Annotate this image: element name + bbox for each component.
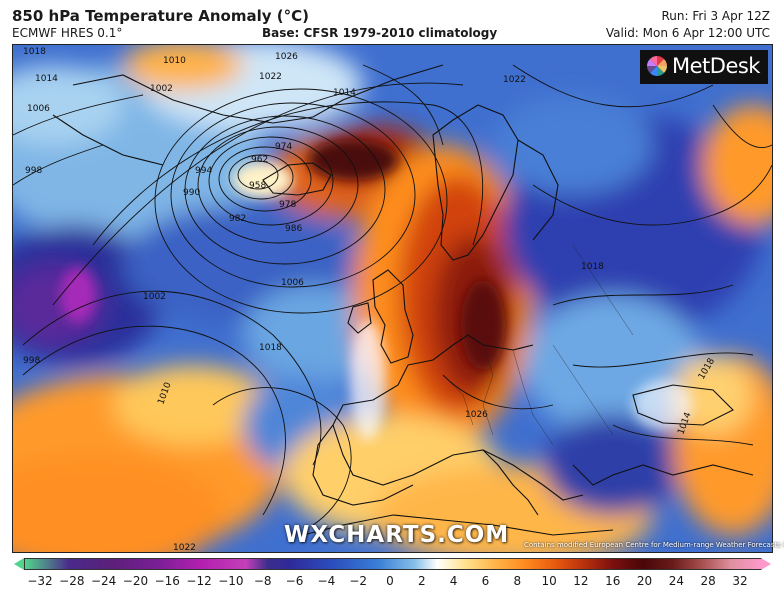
run-time-label: Run: Fri 3 Apr 12Z (661, 9, 771, 23)
legend-tick-label: −12 (186, 574, 212, 588)
isobar-label: 998 (23, 356, 40, 366)
ecmwf-credit: Contains modified European Centre for Me… (524, 541, 784, 549)
legend-tick-label: 24 (668, 574, 684, 588)
legend-tick-label: 6 (481, 574, 490, 588)
legend-tick-label: 32 (732, 574, 748, 588)
chart-title: 850 hPa Temperature Anomaly (°C) (12, 7, 309, 25)
legend-tick-label: −10 (218, 574, 244, 588)
isobars (13, 64, 772, 526)
isobar-label: 958 (249, 181, 266, 191)
wxcharts-watermark: WXCHARTS.COM (284, 522, 510, 548)
anomaly-map: 1018 1014 1026 1010 1022 1002 1006 998 9… (13, 45, 772, 552)
legend-tick-label: −16 (154, 574, 180, 588)
map-panel: 1018 1014 1026 1010 1022 1002 1006 998 9… (12, 44, 773, 553)
legend-tick-label: 10 (541, 574, 557, 588)
isobar-label: 998 (25, 166, 42, 176)
legend-tick-label: 4 (449, 574, 458, 588)
legend-tick-label: 8 (513, 574, 522, 588)
legend-tick-labels: −32 −28 −24 −20 −16 −12 −10 −8 −6 −4 −2 0 2 4 6 8 10 12 16… (27, 574, 747, 590)
isobar-label: 990 (183, 188, 200, 198)
isobar-label: 1002 (143, 292, 166, 302)
model-label: ECMWF HRES 0.1° (12, 26, 123, 40)
valid-time-label: Valid: Mon 6 Apr 12:00 UTC (605, 26, 770, 40)
metdesk-logo-icon (647, 56, 667, 76)
isobar-label: 994 (195, 166, 212, 176)
anomaly-cores (60, 140, 693, 440)
legend-tick-label: −6 (285, 574, 304, 588)
legend-arrow-left (14, 558, 24, 570)
isobar-labels: 1018 1014 1026 1010 1022 1002 1006 998 9… (23, 47, 717, 552)
legend-tick-label: −2 (349, 574, 368, 588)
isobar-label: 1022 (173, 543, 196, 552)
isobar-label: 1018 (581, 262, 604, 272)
isobar-label: 1010 (163, 56, 186, 66)
isobar-label: 1014 (35, 74, 58, 84)
legend-arrow-right (761, 558, 771, 570)
isobar-label: 1026 (275, 52, 298, 62)
legend-tick-label: −28 (59, 574, 85, 588)
legend-tick-label: 0 (386, 574, 394, 588)
isobar-label: 1002 (150, 84, 173, 94)
legend-tick-label: −4 (317, 574, 336, 588)
isobar-label: 978 (279, 200, 296, 210)
colour-legend-bar (24, 558, 762, 570)
isobar-label: 1018 (23, 47, 46, 57)
isobar-label: 986 (285, 224, 302, 234)
isobar-label: 962 (251, 155, 268, 165)
legend-tick-label: −24 (90, 574, 117, 588)
legend-tick-label: 20 (636, 574, 653, 588)
legend-tick-label: −32 (27, 574, 53, 588)
isobar-label: 1018 (259, 343, 282, 353)
base-climatology-label: Base: CFSR 1979-2010 climatology (262, 26, 498, 40)
isobar-label: 1022 (259, 72, 282, 82)
isobar-label: 1006 (27, 104, 50, 114)
legend-tick-label: −20 (122, 574, 149, 588)
legend-tick-label: −8 (253, 574, 272, 588)
metdesk-logo-text: MetDesk (672, 54, 760, 78)
legend-tick-label: 12 (573, 574, 589, 588)
legend-tick-label: 28 (700, 574, 716, 588)
isobar-label: 1006 (281, 278, 304, 288)
isobar-label: 1014 (333, 88, 356, 98)
isobar-label: 1026 (465, 410, 488, 420)
legend-tick-label: 2 (417, 574, 426, 588)
isobar-label: 1022 (503, 75, 526, 85)
legend-tick-label: 16 (605, 574, 621, 588)
isobar-label: 982 (229, 214, 246, 224)
isobar-label: 974 (275, 142, 292, 152)
